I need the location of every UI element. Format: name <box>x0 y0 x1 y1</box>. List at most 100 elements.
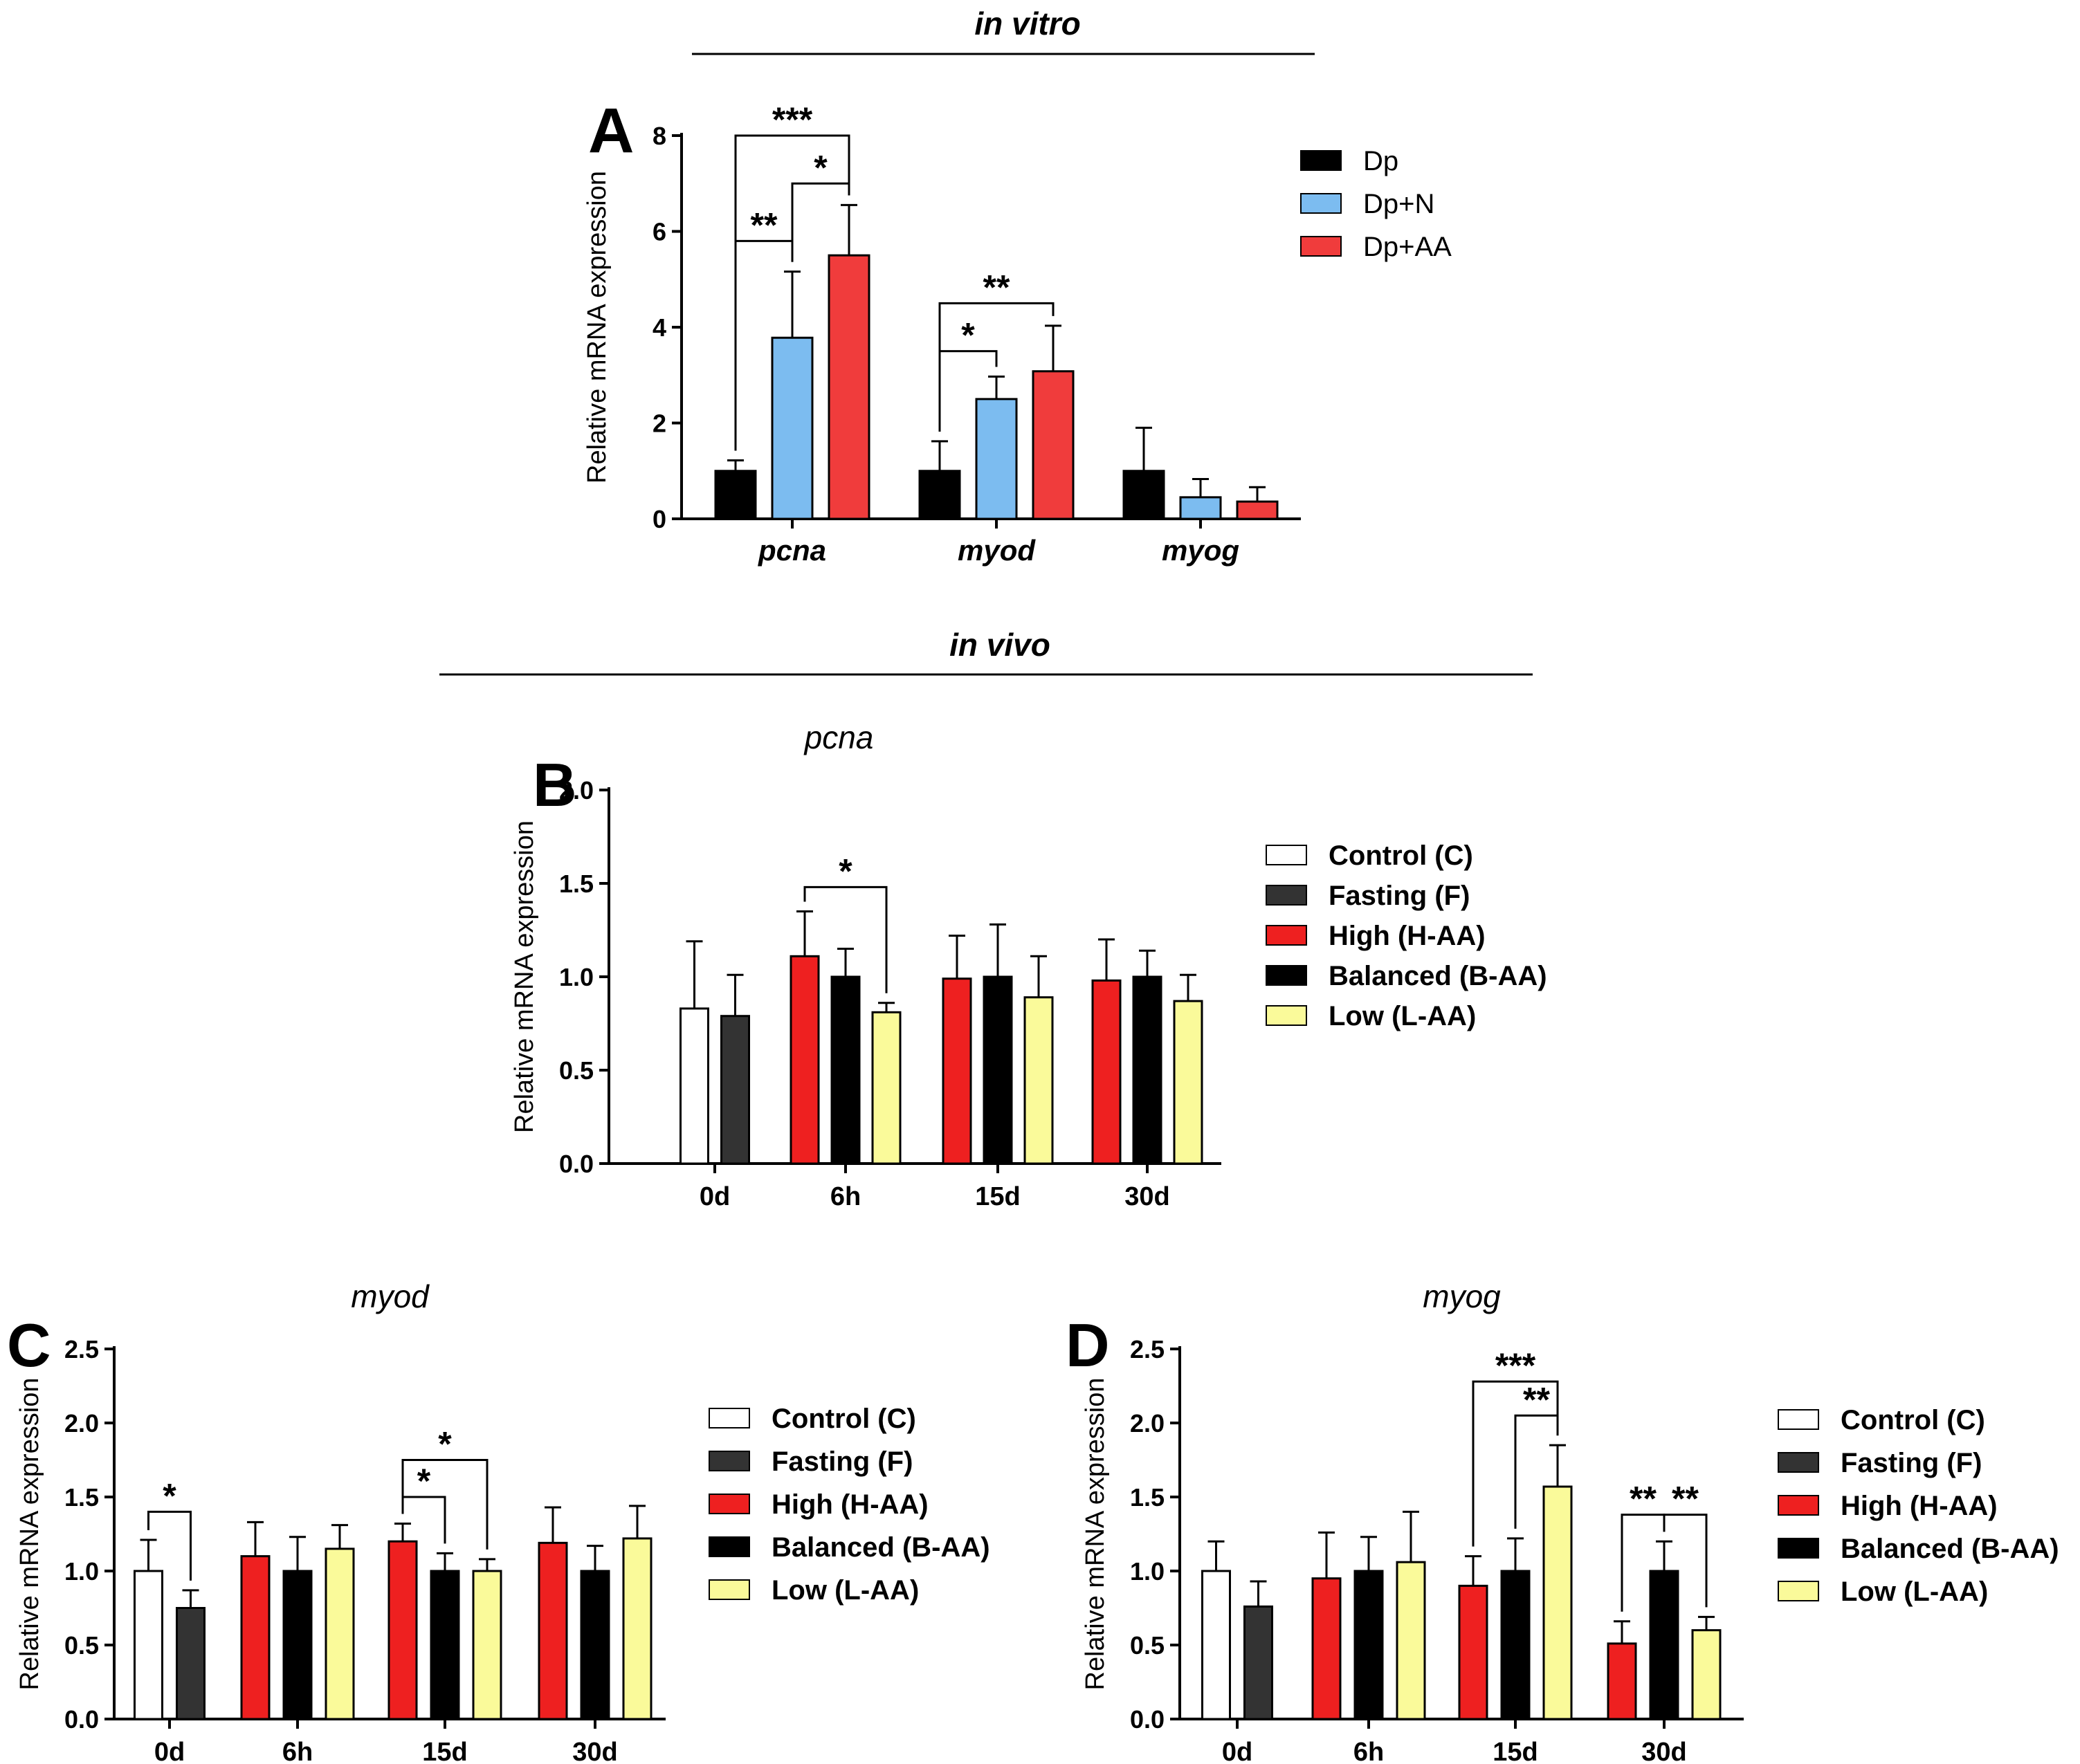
panel-b-y-tick-label: 1.5 <box>559 870 594 898</box>
panel-b-category-label-0d: 0d <box>700 1182 730 1211</box>
panel-b-legend-swatch-fasting-f <box>1266 885 1307 906</box>
section-title-in-vivo: in vivo <box>949 627 1050 663</box>
panel-d-bar-15d-low-l-aa <box>1542 1485 1573 1720</box>
panel-b-category-label-15d: 15d <box>975 1182 1020 1211</box>
panel-b-bar-15d-high-h-aa <box>942 977 972 1165</box>
panel-a-letter: A <box>588 95 634 166</box>
panel-d-title: myog <box>1423 1278 1501 1314</box>
panel-c-legend-label-fasting-f: Fasting (F) <box>772 1446 913 1477</box>
panel-b-bar-0d-control-c <box>679 1007 709 1165</box>
panel-b-bar-30d-balanced-b-aa <box>1132 975 1162 1165</box>
panel-d-bar-6h-low-l-aa <box>1396 1561 1426 1720</box>
panel-b-legend-swatch-low-l-aa <box>1266 1005 1307 1026</box>
panel-d-y-tick-label: 1.5 <box>1130 1483 1165 1512</box>
panel-a-y-axis-label: Relative mRNA expression <box>583 171 612 484</box>
panel-d-category-label-15d: 15d <box>1493 1738 1538 1764</box>
panel-c-y-tick-label: 2.0 <box>64 1409 99 1437</box>
panel-a-significance-label: *** <box>772 100 813 139</box>
panel-b-legend-label-high-h-aa: High (H-AA) <box>1329 921 1486 951</box>
panel-a-bar-pcna-dp-n <box>771 336 814 520</box>
panel-c-significance-bracket <box>401 1496 446 1544</box>
panel-c-bar-6h-low-l-aa <box>325 1547 355 1720</box>
panel-a-bar-myod-dp <box>918 470 961 520</box>
panel-b-legend-label-fasting-f: Fasting (F) <box>1329 881 1470 911</box>
panel-d-bar-30d-balanced-b-aa <box>1649 1570 1679 1720</box>
panel-c-legend-swatch-high-h-aa <box>709 1494 750 1514</box>
panel-a-legend-label-dp: Dp <box>1363 146 1398 176</box>
panel-d-bar-0d-fasting-f <box>1243 1605 1273 1720</box>
panel-a-legend-swatch-dp-n <box>1300 193 1342 214</box>
panel-a-bar-myog-dp <box>1122 470 1165 520</box>
panel-c-bar-6h-balanced-b-aa <box>282 1570 313 1720</box>
panel-a-category-label-myog: myog <box>1162 534 1239 567</box>
panel-c-category-label-15d: 15d <box>422 1738 467 1764</box>
panel-b-significance-bracket <box>803 885 888 993</box>
panel-b-y-tick-label: 1.0 <box>559 963 594 991</box>
panel-a-significance-label: * <box>814 148 828 187</box>
panel-c-significance-label: * <box>163 1476 176 1515</box>
panel-c-legend-swatch-control-c <box>709 1408 750 1428</box>
panel-b-y-tick-label: 0.5 <box>559 1056 594 1085</box>
panel-d-significance-label: ** <box>1630 1480 1657 1518</box>
panel-d-significance-label: ** <box>1523 1380 1550 1419</box>
panel-a-y-tick-label: 4 <box>653 313 666 342</box>
panel-c-bar-0d-control-c <box>134 1570 163 1720</box>
panel-d-significance-bracket <box>1514 1414 1559 1529</box>
panel-d-y-tick-label: 2.0 <box>1130 1409 1165 1437</box>
panel-d-legend-swatch-fasting-f <box>1778 1452 1819 1473</box>
panel-a-legend-swatch-dp-aa <box>1300 236 1342 257</box>
panel-d-bar-0d-control-c <box>1201 1570 1231 1720</box>
panel-a-y-tick-label: 6 <box>653 218 666 246</box>
panel-c-category-label-0d: 0d <box>154 1738 185 1764</box>
panel-d-y-axis-label: Relative mRNA expression <box>1081 1378 1110 1691</box>
panel-d-legend-label-control-c: Control (C) <box>1841 1405 1985 1435</box>
panel-d-category-label-6h: 6h <box>1353 1738 1384 1764</box>
panel-a-bar-pcna-dp-aa <box>828 254 870 520</box>
panel-c-legend-swatch-fasting-f <box>709 1451 750 1471</box>
panel-b-significance-label: * <box>839 852 852 890</box>
panel-c-significance-label: * <box>417 1462 431 1500</box>
panel-d-bar-6h-high-h-aa <box>1311 1577 1342 1720</box>
panel-c-significance-label: * <box>438 1425 452 1464</box>
panel-c-significance-bracket <box>147 1510 192 1581</box>
panel-c-category-label-6h: 6h <box>282 1738 313 1764</box>
panel-c-letter: C <box>7 1311 51 1379</box>
panel-c-legend-swatch-low-l-aa <box>709 1579 750 1600</box>
panel-d-bar-30d-high-h-aa <box>1607 1642 1637 1720</box>
panel-b-legend-swatch-balanced-b-aa <box>1266 965 1307 986</box>
panel-b-bar-6h-high-h-aa <box>790 955 820 1165</box>
panel-c-legend-swatch-balanced-b-aa <box>709 1536 750 1557</box>
panel-b-legend-swatch-high-h-aa <box>1266 925 1307 946</box>
panel-b-y-axis-label: Relative mRNA expression <box>510 820 539 1133</box>
panel-a-bar-myod-dp-aa <box>1032 370 1075 520</box>
panel-c-legend-label-control-c: Control (C) <box>772 1404 916 1434</box>
panel-a-category-label-myod: myod <box>958 534 1036 567</box>
panel-d-significance-label: ** <box>1672 1480 1699 1518</box>
panel-d-bar-15d-balanced-b-aa <box>1500 1570 1531 1720</box>
panel-a-significance-label: * <box>961 316 975 355</box>
panel-a-y-tick-label: 2 <box>653 410 666 438</box>
panel-c-title: myod <box>351 1278 430 1314</box>
panel-a-category-label-pcna: pcna <box>758 534 826 567</box>
panel-b-bar-0d-fasting-f <box>720 1015 750 1165</box>
panel-b-bar-6h-low-l-aa <box>871 1011 902 1165</box>
panel-d-legend-label-low-l-aa: Low (L-AA) <box>1841 1577 1988 1607</box>
panel-d-significance-label: *** <box>1495 1346 1536 1385</box>
panel-a-chart: A Relative mRNA expression 0 2 4 6 8 pcna myod my… <box>583 95 1452 567</box>
panel-b-letter: B <box>533 751 577 819</box>
panel-b-legend-swatch-control-c <box>1266 845 1307 865</box>
panel-a-legend-label-dp-n: Dp+N <box>1363 189 1434 219</box>
panel-d-letter: D <box>1066 1311 1110 1379</box>
panel-d-legend-label-fasting-f: Fasting (F) <box>1841 1448 1982 1478</box>
panel-b-legend-label-low-l-aa: Low (L-AA) <box>1329 1001 1476 1031</box>
panel-a-legend-label-dp-aa: Dp+AA <box>1363 232 1452 262</box>
panel-a-legend-swatch-dp <box>1300 150 1342 171</box>
panel-c-bar-6h-high-h-aa <box>240 1555 271 1720</box>
panel-c-legend-label-balanced-b-aa: Balanced (B-AA) <box>772 1532 990 1563</box>
panel-b-category-label-6h: 6h <box>830 1182 861 1211</box>
panel-c-y-axis-label: Relative mRNA expression <box>15 1378 44 1691</box>
panel-c-bar-0d-fasting-f <box>176 1607 206 1720</box>
panel-b-y-tick-label: 0.0 <box>559 1150 594 1178</box>
panel-d-legend-swatch-balanced-b-aa <box>1778 1538 1819 1559</box>
